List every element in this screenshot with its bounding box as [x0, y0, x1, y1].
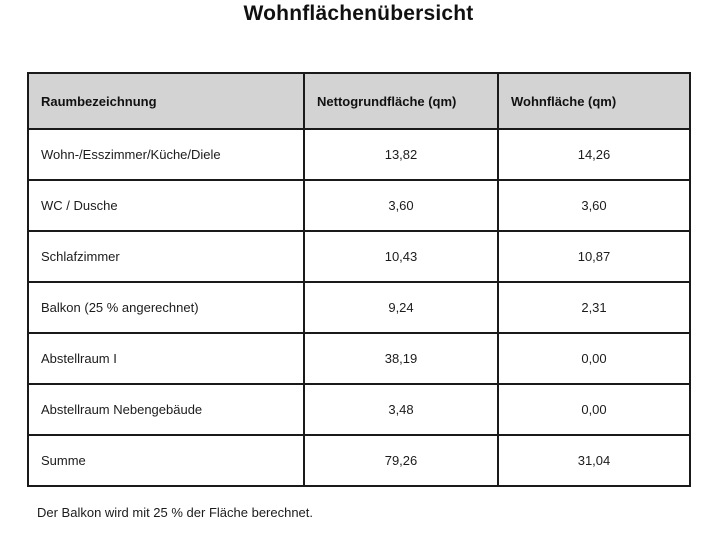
room-label: Abstellraum Nebengebäude [27, 383, 305, 436]
netto-value: 10,43 [303, 230, 499, 283]
wohn-value: 3,60 [497, 179, 691, 232]
netto-value: 38,19 [303, 332, 499, 385]
table-row: Balkon (25 % angerechnet) 9,24 2,31 [27, 281, 691, 334]
room-label: Balkon (25 % angerechnet) [27, 281, 305, 334]
room-label: Wohn-/Esszimmer/Küche/Diele [27, 128, 305, 181]
wohn-value: 0,00 [497, 383, 691, 436]
table-row: Abstellraum I 38,19 0,00 [27, 332, 691, 385]
netto-value: 9,24 [303, 281, 499, 334]
room-label: Summe [27, 434, 305, 487]
netto-value: 13,82 [303, 128, 499, 181]
table-row: WC / Dusche 3,60 3,60 [27, 179, 691, 232]
room-label: Schlafzimmer [27, 230, 305, 283]
table-header: Raumbezeichnung Nettogrundfläche (qm) Wo… [27, 72, 691, 130]
column-header-wohn: Wohnfläche (qm) [497, 72, 691, 130]
wohn-value: 2,31 [497, 281, 691, 334]
wohn-value: 0,00 [497, 332, 691, 385]
wohn-value: 10,87 [497, 230, 691, 283]
room-label: Abstellraum I [27, 332, 305, 385]
table-row: Summe 79,26 31,04 [27, 434, 691, 487]
wohn-value: 14,26 [497, 128, 691, 181]
balcony-footnote: Der Balkon wird mit 25 % der Fläche bere… [37, 505, 314, 520]
column-header-netto: Nettogrundfläche (qm) [303, 72, 499, 130]
living-area-table: Raumbezeichnung Nettogrundfläche (qm) Wo… [27, 72, 691, 487]
netto-value: 3,48 [303, 383, 499, 436]
table-row: Wohn-/Esszimmer/Küche/Diele 13,82 14,26 [27, 128, 691, 181]
room-label: WC / Dusche [27, 179, 305, 232]
netto-value: 3,60 [303, 179, 499, 232]
page-title: Wohnflächenübersicht [243, 2, 474, 25]
wohn-value: 31,04 [497, 434, 691, 487]
netto-value: 79,26 [303, 434, 499, 487]
table-body: Wohn-/Esszimmer/Küche/Diele 13,82 14,26 WC … [27, 128, 691, 487]
header-row: Raumbezeichnung Nettogrundfläche (qm) Wo… [27, 72, 691, 130]
column-header-room: Raumbezeichnung [27, 72, 305, 130]
table-row: Schlafzimmer 10,43 10,87 [27, 230, 691, 283]
table-row: Abstellraum Nebengebäude 3,48 0,00 [27, 383, 691, 436]
